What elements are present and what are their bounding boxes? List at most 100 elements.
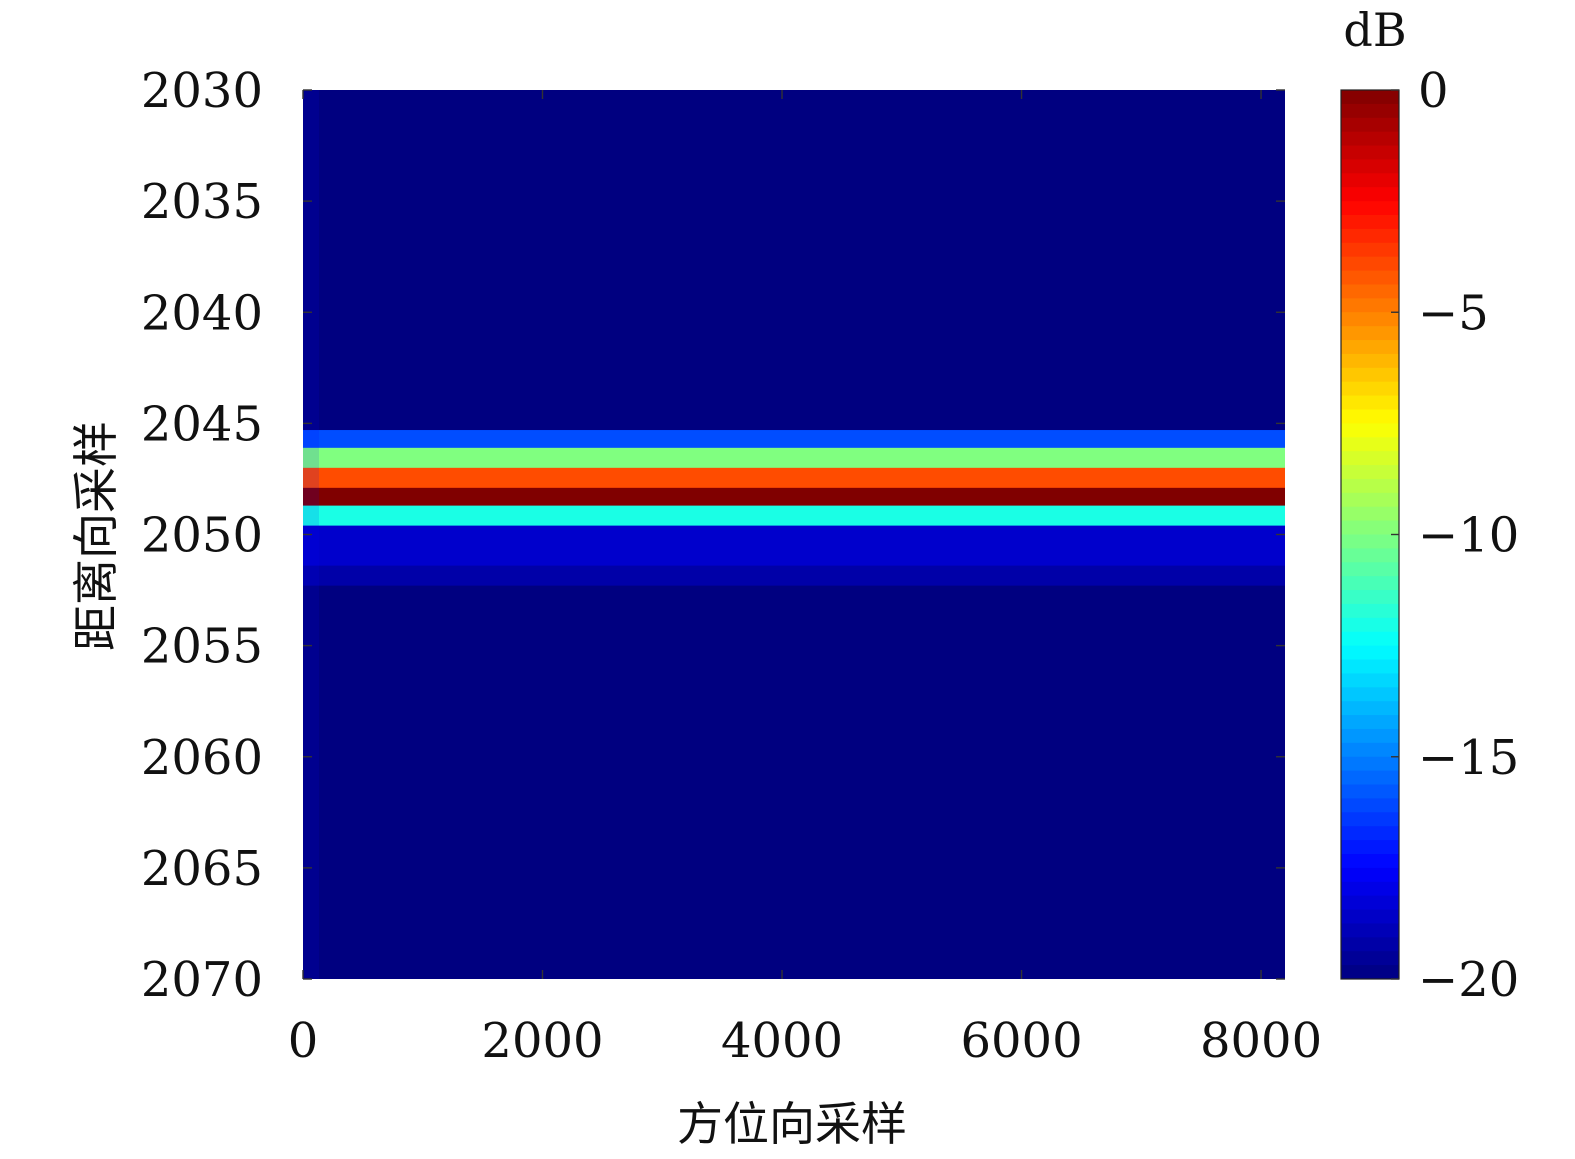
x-tick-label: 8000 xyxy=(1200,1013,1322,1069)
colorbar xyxy=(1340,89,1400,980)
colorbar-step xyxy=(1341,215,1399,230)
heatmap-row xyxy=(303,447,1285,469)
colorbar-step xyxy=(1341,270,1399,285)
colorbar-step xyxy=(1341,145,1399,160)
heatmap-row xyxy=(303,430,1285,449)
colorbar-step xyxy=(1341,853,1399,869)
colorbar-step xyxy=(1341,631,1399,647)
colorbar-step xyxy=(1341,409,1399,424)
colorbar-step xyxy=(1341,173,1399,188)
colorbar-step xyxy=(1341,451,1399,466)
y-tick-label: 2070 xyxy=(141,952,263,1008)
heatmap-row xyxy=(303,545,1285,567)
colorbar-step xyxy=(1341,326,1399,341)
colorbar-step xyxy=(1341,117,1399,133)
colorbar-step xyxy=(1341,728,1399,744)
plot-area xyxy=(303,90,1285,979)
colorbar-step xyxy=(1341,812,1399,827)
colorbar-step xyxy=(1341,506,1399,522)
colorbar-step xyxy=(1341,312,1399,327)
colorbar-step xyxy=(1341,659,1399,674)
colorbar-step xyxy=(1341,867,1399,883)
colorbar-step xyxy=(1341,687,1399,702)
colorbar-step xyxy=(1341,465,1399,480)
colorbar-step xyxy=(1341,548,1399,563)
colorbar-tick-label: −5 xyxy=(1418,285,1489,341)
colorbar-tick-label: 0 xyxy=(1418,63,1449,119)
colorbar-step xyxy=(1341,131,1399,147)
heatmap-row xyxy=(303,505,1285,527)
x-tick-label: 4000 xyxy=(721,1013,843,1069)
colorbar-tick-label: −15 xyxy=(1418,730,1519,786)
y-tick-label: 2065 xyxy=(141,841,263,897)
colorbar-step xyxy=(1341,284,1399,299)
colorbar-step xyxy=(1341,909,1399,924)
colorbar-step xyxy=(1341,881,1399,897)
colorbar-step xyxy=(1341,242,1399,258)
y-tick-label: 2030 xyxy=(141,63,263,119)
heatmap-row xyxy=(303,525,1285,547)
colorbar-step xyxy=(1341,715,1399,730)
colorbar-step xyxy=(1341,590,1399,605)
colorbar-step xyxy=(1341,673,1399,688)
colorbar-step xyxy=(1341,937,1399,952)
colorbar-step xyxy=(1341,228,1399,244)
colorbar-step xyxy=(1341,603,1399,619)
colorbar-step xyxy=(1341,340,1399,355)
y-tick-label: 2035 xyxy=(141,174,263,230)
heatmap-row xyxy=(303,565,1285,587)
colorbar-label: dB xyxy=(1343,3,1406,57)
colorbar-step xyxy=(1341,742,1399,758)
colorbar-step xyxy=(1341,201,1399,216)
colorbar-step xyxy=(1341,617,1399,633)
colorbar-step xyxy=(1341,965,1399,980)
colorbar-step xyxy=(1341,478,1399,494)
heatmap-row xyxy=(303,487,1285,507)
x-tick-label: 0 xyxy=(288,1013,319,1069)
x-axis-label: 方位向采样 xyxy=(677,1097,907,1151)
colorbar-step xyxy=(1341,645,1399,661)
y-tick-label: 2040 xyxy=(141,285,263,341)
colorbar-step xyxy=(1341,520,1399,535)
y-tick-label: 2045 xyxy=(141,396,263,452)
colorbar-tick-label: −10 xyxy=(1418,508,1519,564)
colorbar-step xyxy=(1341,492,1399,508)
colorbar-step xyxy=(1341,423,1399,438)
colorbar-step xyxy=(1341,298,1399,313)
colorbar-step xyxy=(1341,951,1399,966)
colorbar-step xyxy=(1341,437,1399,452)
colorbar-step xyxy=(1341,840,1399,855)
colorbar-step xyxy=(1341,187,1399,202)
heatmap-cells xyxy=(303,90,1285,979)
colorbar-step xyxy=(1341,770,1399,786)
colorbar-step xyxy=(1341,701,1399,716)
colorbar-step xyxy=(1341,103,1399,119)
colorbar-step xyxy=(1341,798,1399,813)
heatmap-row xyxy=(303,467,1285,489)
colorbar-step xyxy=(1341,562,1399,577)
colorbar-step xyxy=(1341,826,1399,841)
colorbar-step xyxy=(1341,576,1399,591)
axis-ticks: 0 2000 4000 6000 8000 2030 2035 2040 2045 2050 205… xyxy=(141,63,1519,1069)
colorbar-step xyxy=(1341,756,1399,772)
colorbar-step xyxy=(1341,256,1399,272)
colorbar-step xyxy=(1341,534,1399,549)
y-tick-label: 2055 xyxy=(141,619,263,675)
y-tick-label: 2060 xyxy=(141,730,263,786)
colorbar-step xyxy=(1341,353,1399,369)
heatmap-row xyxy=(303,412,1285,431)
colorbar-step xyxy=(1341,895,1399,911)
colorbar-step xyxy=(1341,784,1399,799)
colorbar-step xyxy=(1341,923,1399,938)
y-tick-label: 2050 xyxy=(141,508,263,564)
heatmap-row xyxy=(303,585,1285,607)
x-tick-label: 2000 xyxy=(481,1013,603,1069)
x-tick-label: 6000 xyxy=(960,1013,1082,1069)
colorbar-step xyxy=(1341,90,1399,105)
colorbar-step xyxy=(1341,367,1399,383)
colorbar-tick-label: −20 xyxy=(1418,952,1519,1008)
colorbar-step xyxy=(1341,381,1399,397)
colorbar-step xyxy=(1341,395,1399,410)
